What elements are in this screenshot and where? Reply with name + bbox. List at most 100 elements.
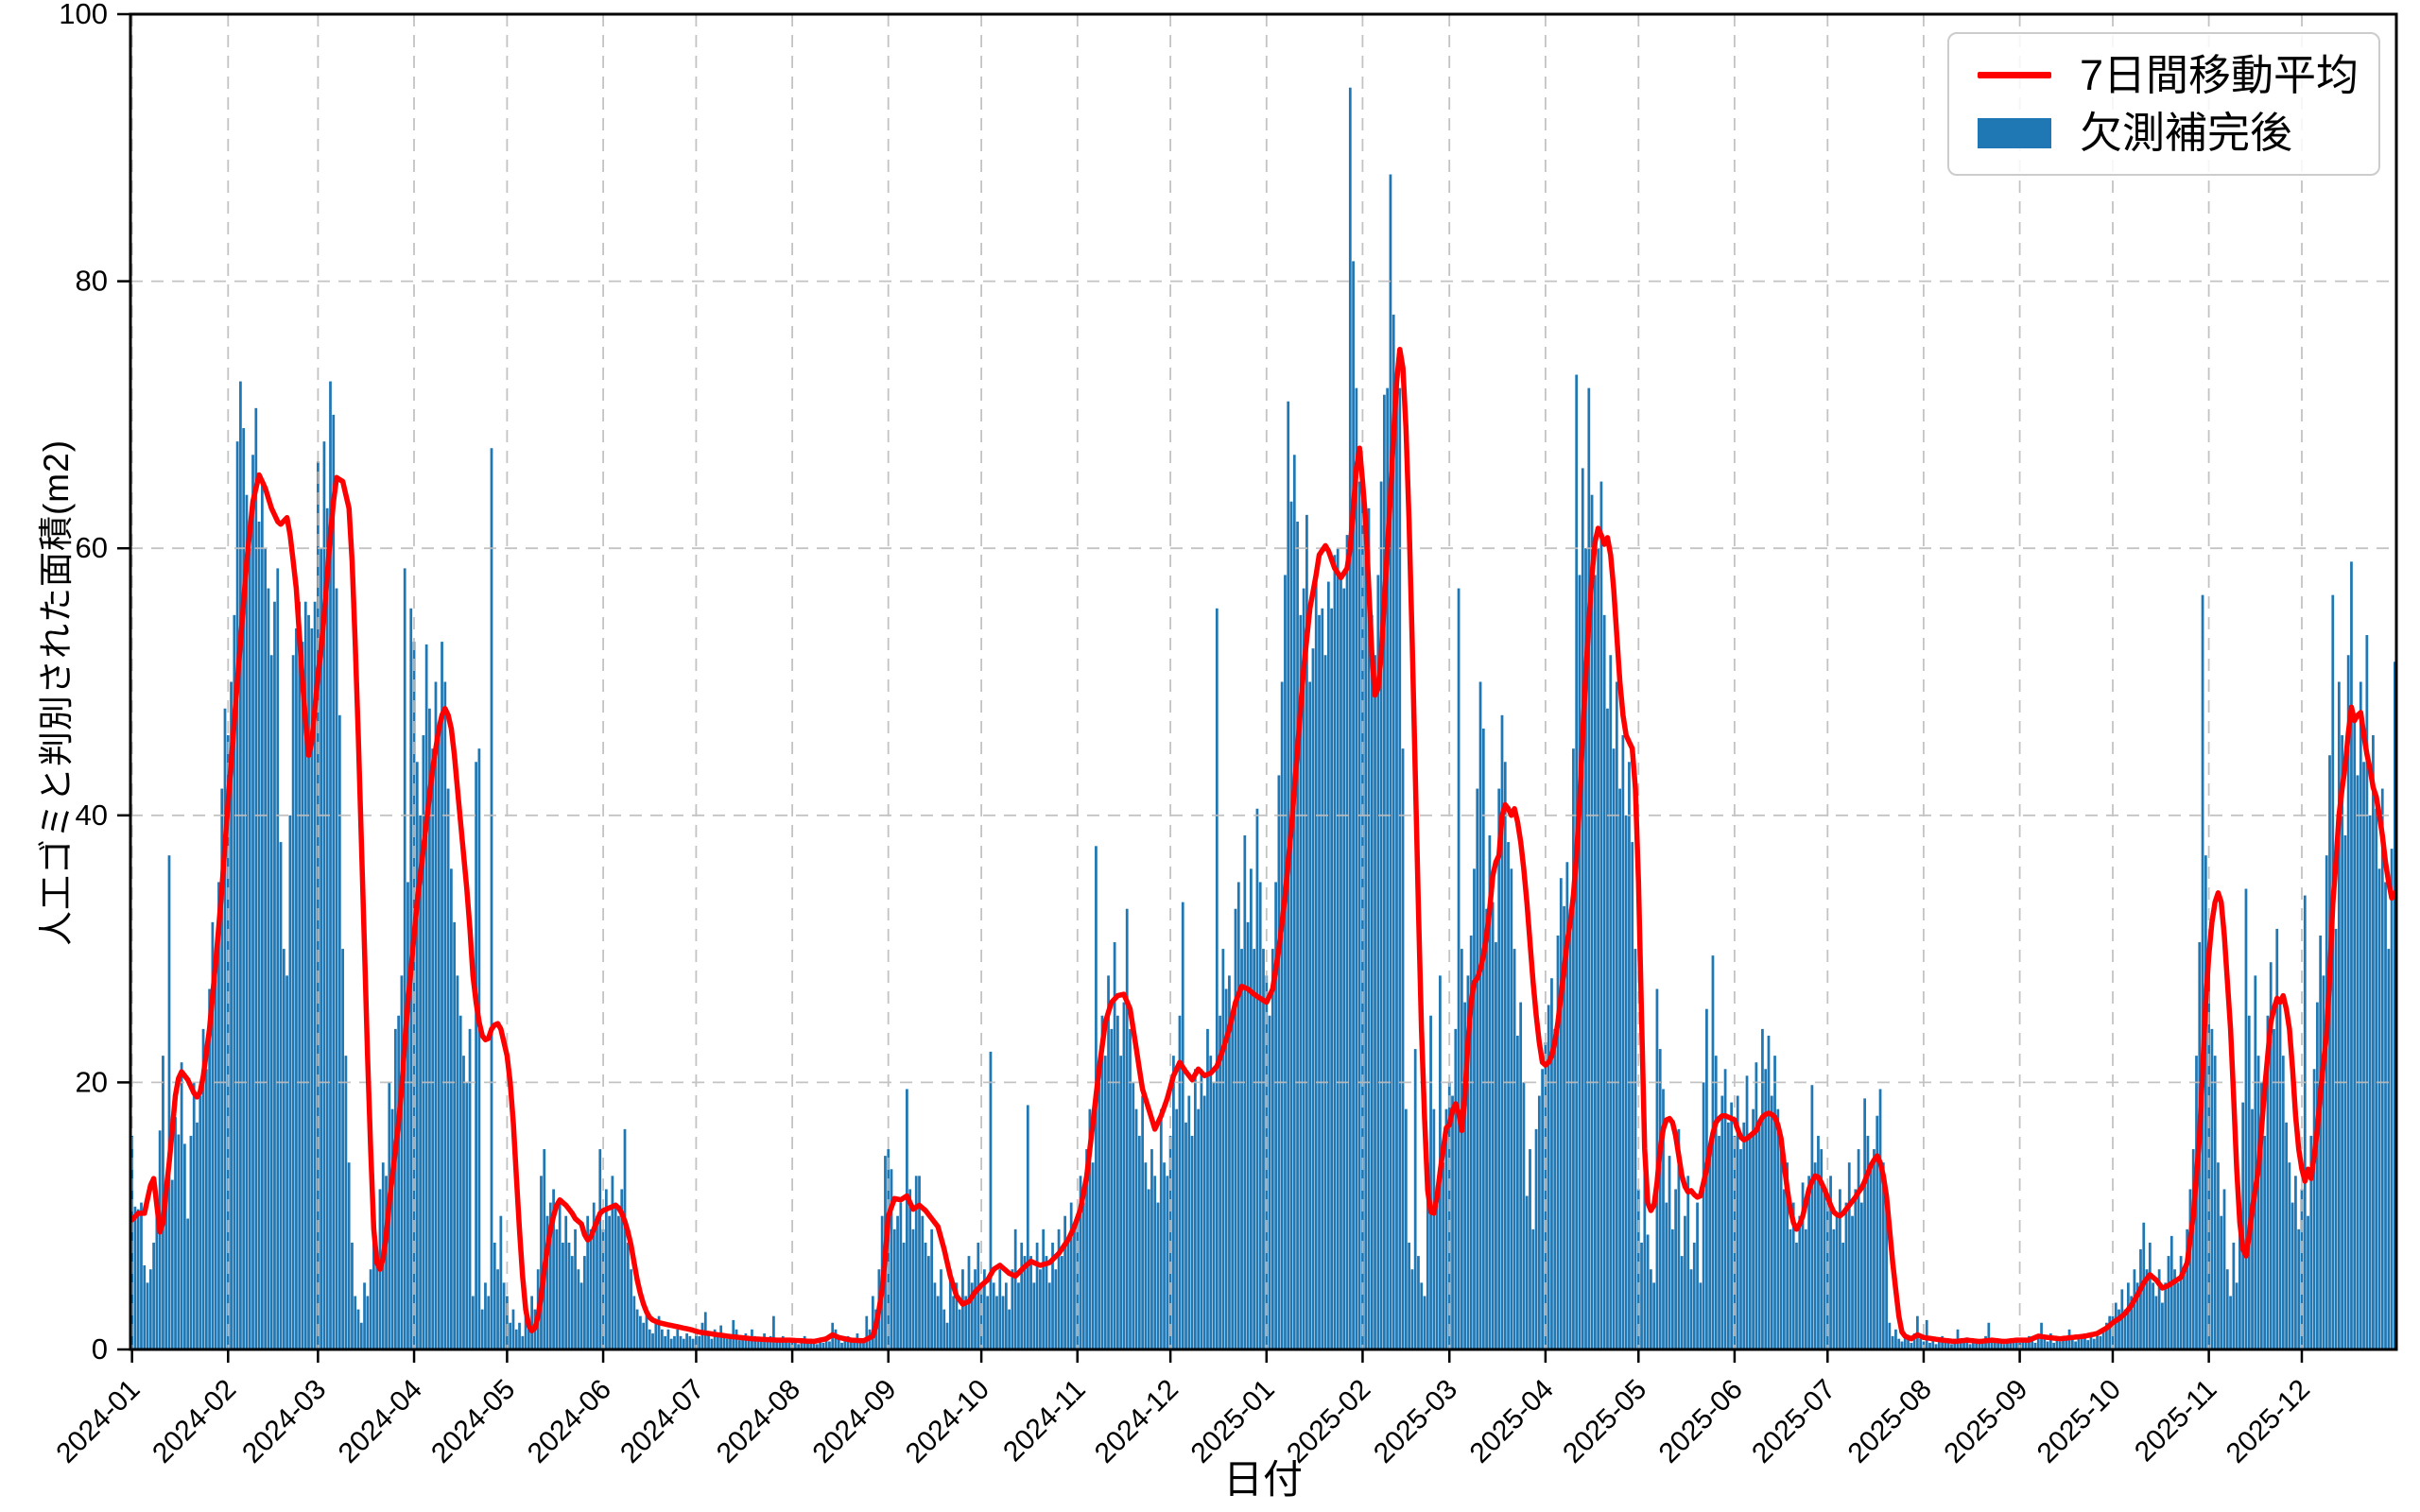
bar (1051, 1242, 1054, 1349)
bar (964, 1296, 968, 1349)
bar (2353, 721, 2357, 1349)
bar (1658, 1049, 1662, 1349)
bar (809, 1338, 813, 1349)
bar (948, 1269, 952, 1349)
bar (419, 815, 422, 1349)
bar (1839, 1189, 1841, 1349)
bar (2065, 1340, 2068, 1349)
bar (1330, 608, 1334, 1349)
bar (639, 1315, 642, 1349)
x-tick-label: 2024-10 (900, 1374, 995, 1469)
bar (1652, 1282, 1656, 1349)
bar (812, 1341, 816, 1349)
bar (1268, 1015, 1271, 1349)
bar (669, 1338, 673, 1349)
bar (1628, 762, 1631, 1349)
bar (1891, 1335, 1894, 1349)
bar (1662, 1089, 1665, 1349)
bar (1270, 949, 1274, 1349)
bar (462, 1056, 465, 1349)
bar (2135, 1282, 2139, 1349)
bar (1013, 1228, 1017, 1349)
bar (217, 882, 220, 1349)
bar (2275, 928, 2279, 1349)
bar (552, 1189, 555, 1349)
bar (2356, 775, 2360, 1349)
bar (1129, 1028, 1132, 1349)
bar (1240, 949, 1243, 1349)
bar (320, 548, 323, 1349)
bar (1624, 815, 1628, 1349)
bar (921, 1215, 925, 1349)
bar (654, 1322, 658, 1349)
bar (257, 521, 261, 1349)
bar (785, 1338, 787, 1349)
bar (1953, 1338, 1957, 1349)
bar (1172, 1056, 1175, 1349)
bar (1876, 1115, 1879, 1349)
bar (1764, 1069, 1768, 1349)
bar (1107, 975, 1110, 1349)
bar (666, 1329, 670, 1349)
bar (840, 1342, 843, 1349)
bar (245, 494, 249, 1349)
bar (1274, 882, 1277, 1349)
x-tick-label: 2025-10 (2031, 1374, 2127, 1469)
bar (230, 681, 233, 1349)
bar (1754, 1062, 1758, 1349)
bar (843, 1340, 847, 1349)
bar (1212, 1082, 1216, 1349)
bar (1488, 835, 1492, 1349)
bar (2266, 1015, 2270, 1349)
bar (2164, 1282, 2168, 1349)
bar (1965, 1337, 1969, 1349)
x-tick-label: 2024-09 (806, 1374, 902, 1469)
bar (468, 1028, 472, 1349)
bar (1739, 1149, 1742, 1349)
bar (406, 882, 409, 1349)
bar (611, 1176, 614, 1349)
bar (1299, 614, 1303, 1349)
x-tick-label: 2024-02 (147, 1374, 242, 1469)
x-tick-label: 2025-06 (1653, 1374, 1749, 1469)
bar (1565, 862, 1569, 1349)
bar (1119, 1056, 1123, 1349)
bar (1757, 1122, 1761, 1349)
bar (2062, 1335, 2065, 1349)
bar (155, 1208, 159, 1349)
bar (983, 1269, 986, 1349)
bar (530, 1296, 534, 1349)
bar (958, 1309, 961, 1349)
bar (2049, 1333, 2052, 1349)
bar (325, 507, 329, 1349)
bar (1692, 1242, 1696, 1349)
bar (490, 448, 493, 1350)
bar (1243, 835, 1247, 1349)
bar (1968, 1344, 1972, 1349)
bar (1708, 1149, 1712, 1349)
bar (1885, 1189, 1888, 1349)
bar (527, 1322, 530, 1349)
bar (1166, 1176, 1169, 1349)
bar (800, 1341, 804, 1349)
bar (555, 1228, 559, 1349)
bar (1153, 1176, 1157, 1349)
bar (902, 1242, 906, 1349)
bar (1355, 387, 1358, 1349)
bar (1187, 1095, 1191, 1349)
bar (496, 1269, 499, 1349)
bar (458, 1015, 462, 1349)
bar (295, 627, 298, 1349)
bar (1702, 1082, 1705, 1349)
bar (1903, 1335, 1907, 1349)
bar (570, 1256, 574, 1349)
bar (2105, 1322, 2108, 1349)
bar (753, 1335, 757, 1349)
bar (1122, 1002, 1126, 1349)
bar (2009, 1342, 2013, 1349)
bar (1962, 1342, 1965, 1349)
bar (170, 1179, 174, 1349)
bar (1609, 655, 1613, 1349)
bar (186, 1218, 190, 1349)
bar (685, 1333, 688, 1349)
